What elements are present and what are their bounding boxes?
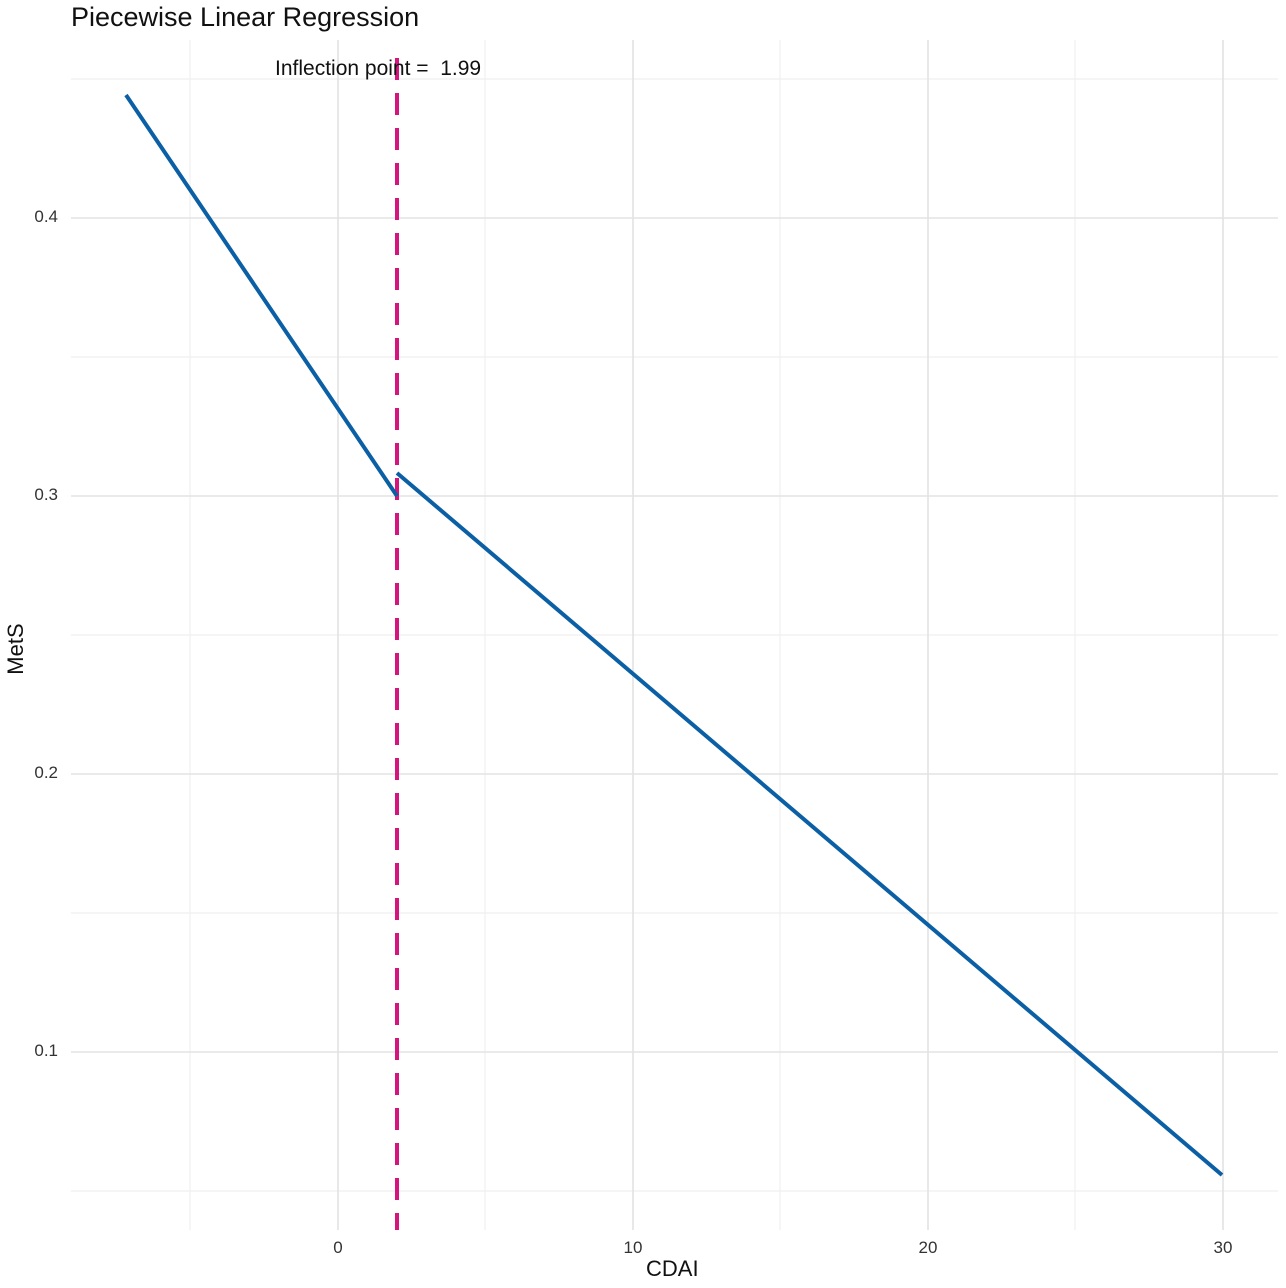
y-axis-label: MetS — [3, 623, 28, 675]
y-tick-0.1: 0.1 — [34, 1041, 58, 1060]
y-tick-0.4: 0.4 — [34, 207, 58, 226]
x-tick-0: 0 — [333, 1238, 343, 1257]
x-tick-20: 20 — [918, 1238, 938, 1257]
y-tick-0.3: 0.3 — [34, 485, 58, 504]
x-axis-label: CDAI — [646, 1256, 699, 1281]
minor-grid — [71, 40, 1278, 1230]
inflection-annotation: Inflection point = 1.99 — [275, 57, 482, 80]
chart-title: Piecewise Linear Regression — [71, 2, 420, 32]
segment-left — [124, 93, 399, 498]
x-tick-10: 10 — [623, 1238, 643, 1257]
segment-right — [395, 471, 1224, 1177]
major-grid — [71, 40, 1278, 1230]
y-tick-0.2: 0.2 — [34, 763, 58, 782]
x-tick-30: 30 — [1213, 1238, 1233, 1257]
